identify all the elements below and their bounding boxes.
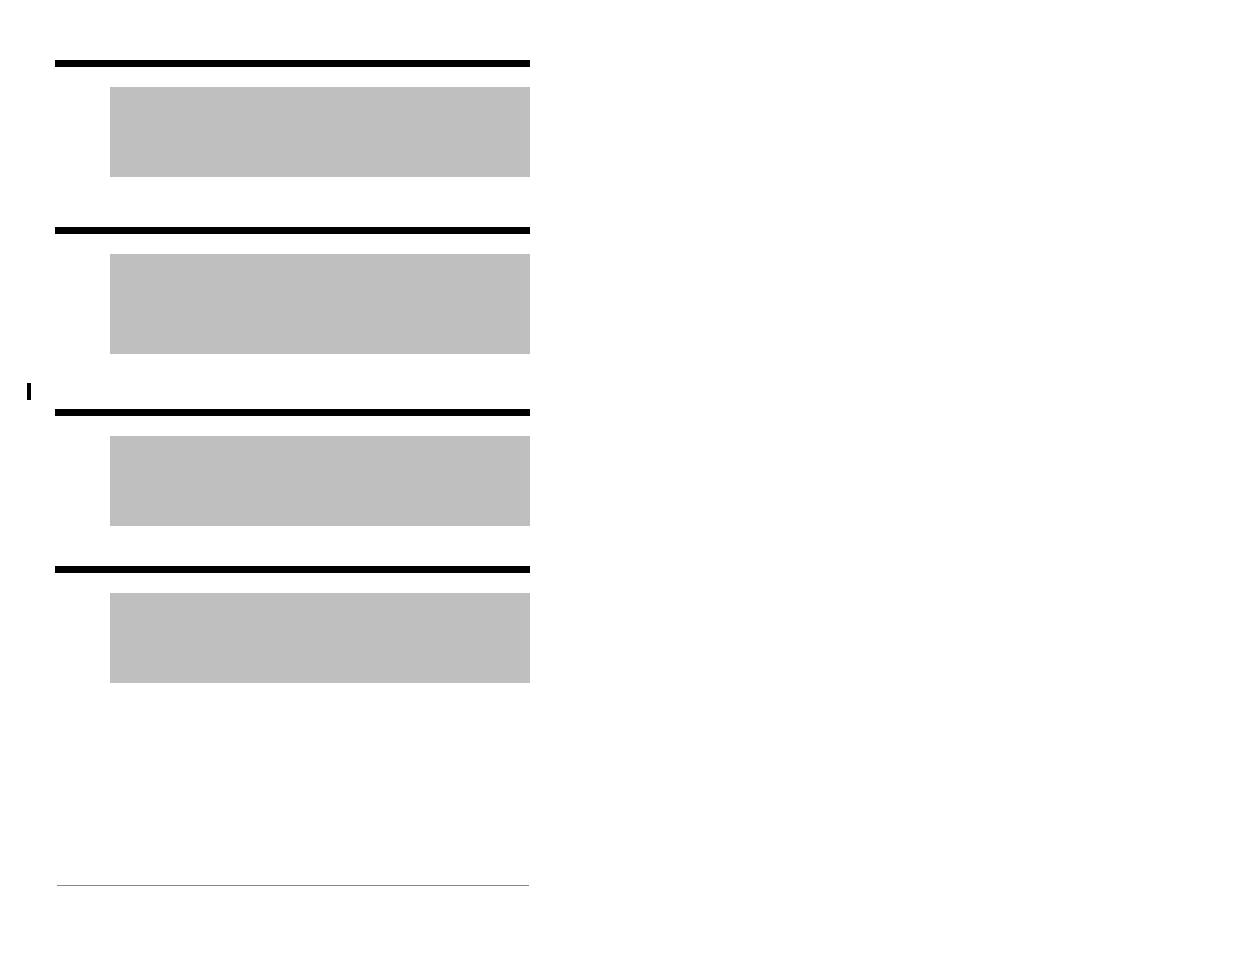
section-2 (55, 227, 530, 354)
section-block (110, 593, 530, 683)
text-caret (27, 383, 31, 400)
section-block (110, 254, 530, 354)
sections-container (55, 60, 530, 683)
section-rule (55, 60, 530, 67)
section-block (110, 87, 530, 177)
section-block (110, 436, 530, 526)
section-1 (55, 60, 530, 177)
section-4 (55, 566, 530, 683)
section-rule (55, 566, 530, 573)
section-3 (55, 409, 530, 526)
bottom-divider (57, 885, 529, 886)
section-rule (55, 409, 530, 416)
section-rule (55, 227, 530, 234)
